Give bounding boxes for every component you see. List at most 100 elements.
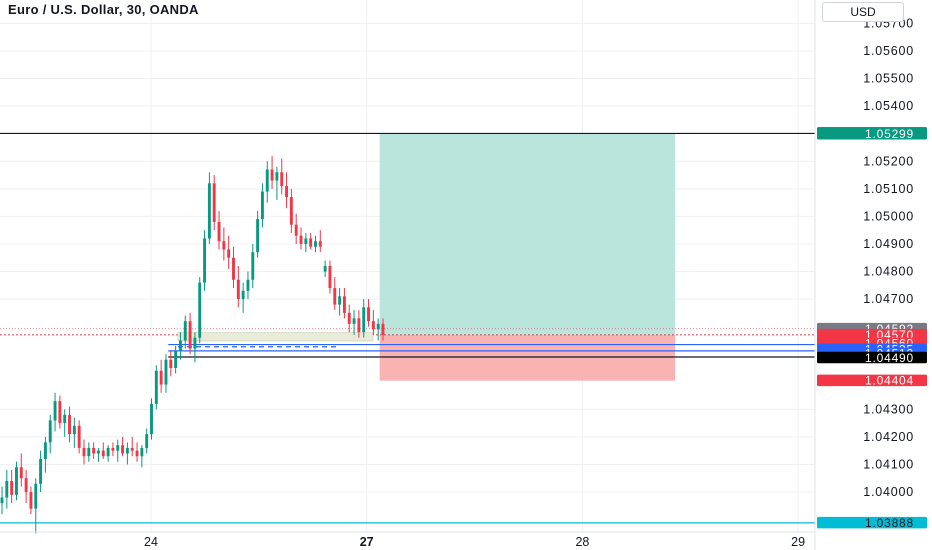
candle-body <box>169 359 173 368</box>
candles <box>0 155 385 534</box>
candle-body <box>280 172 284 187</box>
y-tick-label: 1.05500 <box>863 72 914 86</box>
candle-body <box>222 241 226 250</box>
candle-body <box>188 321 192 349</box>
candle-body <box>318 241 322 247</box>
candle-body <box>275 172 279 181</box>
candle-body <box>217 221 221 242</box>
x-tick-label: 24 <box>144 535 158 549</box>
candle-body <box>58 401 62 424</box>
price-axis[interactable]: 1.057001.056001.055001.054001.052001.051… <box>814 0 932 550</box>
candle-body <box>15 467 18 495</box>
candle-body <box>347 312 351 324</box>
candle-body <box>342 296 346 313</box>
range-box <box>177 332 374 342</box>
candle-body <box>77 425 81 448</box>
candle-body <box>145 434 149 448</box>
candle-body <box>193 337 197 349</box>
price-tag-text: 1.04490 <box>865 351 914 365</box>
candle-body <box>328 266 332 289</box>
candle-body <box>130 447 134 451</box>
x-tick-label: 29 <box>791 535 805 549</box>
x-tick-label: 27 <box>360 535 374 549</box>
loss-zone <box>379 334 676 381</box>
candle-body <box>246 279 250 291</box>
candle-body <box>212 183 216 222</box>
candle-body <box>164 359 168 385</box>
y-tick-label: 1.04100 <box>863 457 914 471</box>
candle-body <box>174 351 178 368</box>
y-tick-label: 1.05100 <box>863 182 914 196</box>
candle-body <box>207 183 211 239</box>
candle-body <box>236 279 240 300</box>
y-tick-label: 1.05000 <box>863 209 914 223</box>
candle-body <box>241 290 245 300</box>
y-tick-label: 1.04900 <box>863 237 914 251</box>
candle-body <box>5 481 9 498</box>
price-tag-text: 1.03888 <box>865 516 914 530</box>
candle-body <box>270 169 274 181</box>
candle-body <box>299 235 303 244</box>
price-labels: 1.053011.052991.045921.0457020:421.04560… <box>817 126 927 530</box>
y-tick-label: 1.04000 <box>863 485 914 499</box>
candle-body <box>367 307 370 322</box>
candle-body <box>357 318 361 333</box>
candle-body <box>135 450 139 457</box>
candle-body <box>82 447 86 457</box>
candle-body <box>63 414 67 424</box>
candle-body <box>121 445 125 454</box>
candle-body <box>68 414 71 435</box>
candle-body <box>265 169 269 192</box>
candle-body <box>92 447 96 454</box>
candle-body <box>154 370 158 404</box>
candle-body <box>34 483 38 509</box>
candle-body <box>150 403 153 435</box>
candle-body <box>48 420 52 443</box>
candle-body <box>29 492 33 509</box>
candle-body <box>125 447 129 454</box>
candle-body <box>111 447 115 451</box>
candle-body <box>227 249 231 258</box>
y-tick-label: 1.04800 <box>863 265 914 279</box>
candle-body <box>203 238 207 283</box>
candle-body <box>256 219 260 253</box>
candle-body <box>183 321 187 341</box>
candle-body <box>381 323 385 335</box>
candle-body <box>159 370 163 385</box>
horizontal-lines <box>0 132 815 524</box>
y-tick-label: 1.05400 <box>863 99 914 113</box>
candle-body <box>97 450 100 454</box>
price-tag <box>817 374 927 387</box>
candle-body <box>289 197 293 225</box>
price-tag-text: 1.04404 <box>865 374 914 388</box>
candle-body <box>309 238 313 247</box>
candle-body <box>0 497 4 504</box>
candle-body <box>106 447 110 457</box>
candle-body <box>140 447 144 457</box>
candle-body <box>10 481 14 495</box>
candle-body <box>304 238 308 244</box>
candle-body <box>333 288 337 305</box>
candle-body <box>24 478 28 493</box>
chart-title: Euro / U.S. Dollar, 30, OANDA <box>8 2 199 17</box>
candle-body <box>314 241 317 247</box>
candle-body <box>294 224 298 236</box>
price-tag <box>817 516 927 529</box>
candle-body <box>53 401 57 421</box>
y-tick-label: 1.05200 <box>863 154 914 168</box>
candle-body <box>72 425 76 435</box>
candle-body <box>371 321 375 330</box>
candle-body <box>323 266 327 272</box>
time-axis[interactable]: 24 27 28 29 <box>0 531 815 549</box>
candle-body <box>43 442 47 459</box>
x-tick-label: 28 <box>575 535 589 549</box>
candle-body <box>116 445 120 451</box>
candle-body <box>376 323 380 330</box>
candle-body <box>251 252 255 280</box>
candle-body <box>362 307 366 333</box>
price-axis-bg <box>815 0 932 550</box>
y-tick-label: 1.04200 <box>863 430 914 444</box>
y-tick-label: 1.05600 <box>863 44 914 58</box>
currency-button[interactable]: USD <box>822 2 904 22</box>
